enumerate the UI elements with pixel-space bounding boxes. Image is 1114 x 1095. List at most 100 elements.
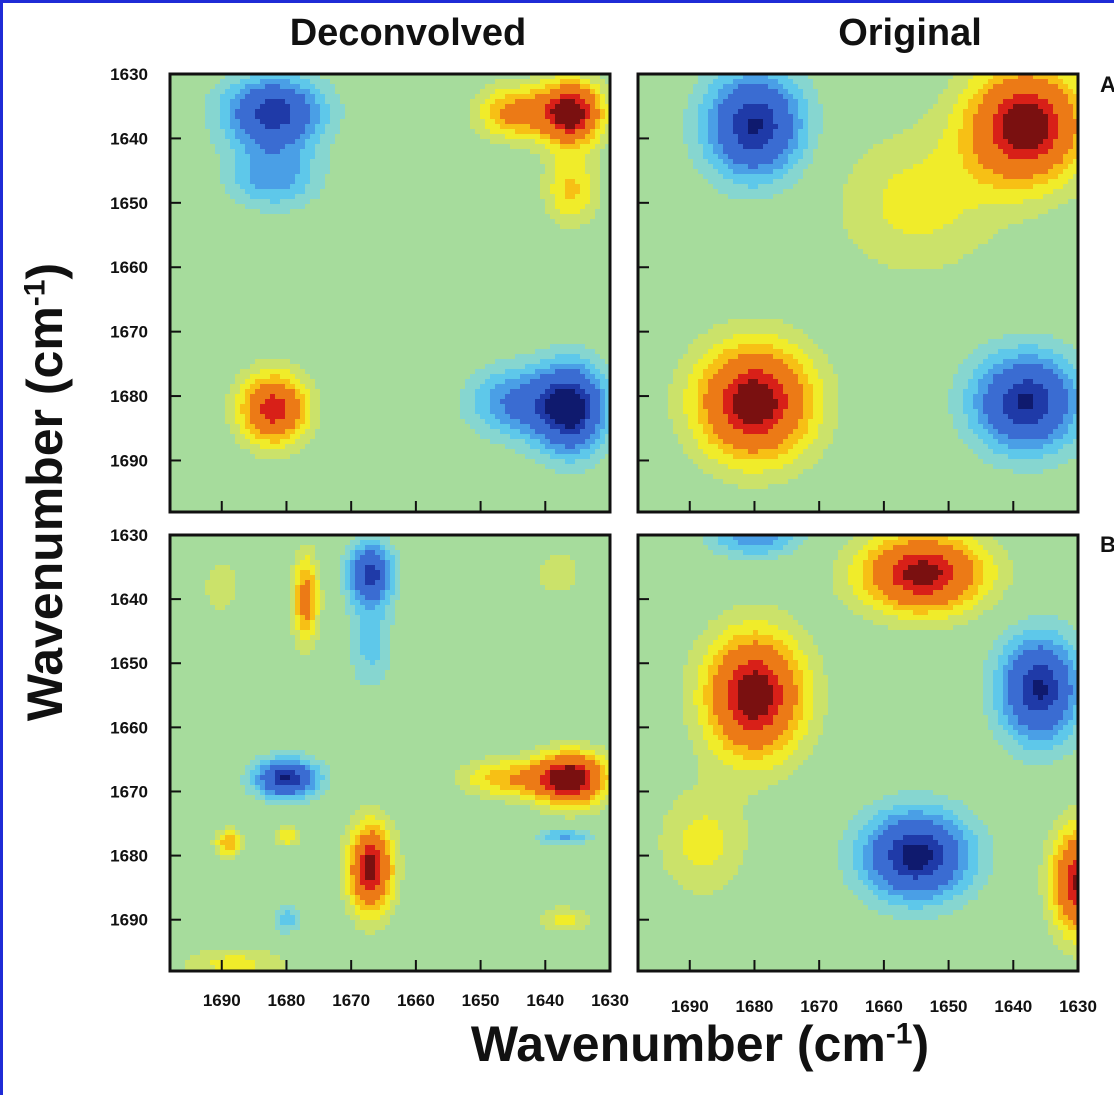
contour-cell xyxy=(385,319,391,325)
contour-cell xyxy=(335,219,341,225)
contour-cell xyxy=(460,194,466,200)
contour-cell xyxy=(465,334,471,340)
contour-cell xyxy=(495,144,501,150)
contour-cell xyxy=(305,244,311,250)
contour-cell xyxy=(210,174,216,180)
contour-cell xyxy=(260,94,266,100)
contour-cell xyxy=(325,244,331,250)
contour-cell xyxy=(460,299,466,305)
contour-cell xyxy=(465,289,471,295)
contour-cell xyxy=(355,304,361,310)
contour-cell xyxy=(375,314,381,320)
contour-cell xyxy=(430,199,436,205)
contour-cell xyxy=(385,259,391,265)
contour-cell xyxy=(510,324,516,330)
contour-cell xyxy=(455,109,461,115)
contour-cell xyxy=(605,154,610,160)
contour-cell xyxy=(450,134,456,140)
contour-cell xyxy=(540,224,546,230)
contour-cell xyxy=(240,269,246,275)
contour-cell xyxy=(225,134,231,140)
contour-cell xyxy=(270,74,276,80)
contour-cell xyxy=(465,344,471,350)
contour-cell xyxy=(300,184,306,190)
contour-cell xyxy=(395,349,401,355)
contour-cell xyxy=(330,299,336,305)
contour-cell xyxy=(305,189,311,195)
contour-cell xyxy=(330,94,336,100)
contour-cell xyxy=(535,324,541,330)
contour-cell xyxy=(205,329,211,335)
contour-cell xyxy=(410,324,416,330)
contour-cell xyxy=(430,74,436,80)
contour-cell xyxy=(310,99,316,105)
contour-cell xyxy=(440,164,446,170)
contour-cell xyxy=(540,314,546,320)
contour-cell xyxy=(560,264,566,270)
contour-cell xyxy=(305,334,311,340)
contour-cell xyxy=(435,74,441,80)
contour-cell xyxy=(250,224,256,230)
contour-cell xyxy=(315,314,321,320)
contour-cell xyxy=(400,274,406,280)
contour-cell xyxy=(415,114,421,120)
contour-cell xyxy=(285,189,291,195)
contour-cell xyxy=(485,264,491,270)
contour-cell xyxy=(205,309,211,315)
contour-cell xyxy=(450,149,456,155)
contour-cell xyxy=(465,269,471,275)
contour-cell xyxy=(510,264,516,270)
contour-cell xyxy=(470,139,476,145)
contour-cell xyxy=(520,219,526,225)
contour-cell xyxy=(495,329,501,335)
contour-cell xyxy=(430,99,436,105)
contour-cell xyxy=(485,184,491,190)
contour-cell xyxy=(190,309,196,315)
contour-cell xyxy=(445,314,451,320)
contour-cell xyxy=(570,119,576,125)
contour-cell xyxy=(460,84,466,90)
contour-cell xyxy=(485,204,491,210)
contour-cell xyxy=(400,114,406,120)
contour-cell xyxy=(365,254,371,260)
contour-cell xyxy=(495,74,501,80)
contour-cell xyxy=(505,309,511,315)
contour-cell xyxy=(535,299,541,305)
contour-cell xyxy=(560,229,566,235)
contour-cell xyxy=(320,279,326,285)
contour-cell xyxy=(480,249,486,255)
contour-cell xyxy=(210,344,216,350)
contour-cell xyxy=(520,214,526,220)
contour-cell xyxy=(340,124,346,130)
contour-cell xyxy=(170,99,176,105)
contour-cell xyxy=(290,214,296,220)
contour-cell xyxy=(590,309,596,315)
contour-cell xyxy=(410,209,416,215)
contour-cell xyxy=(205,219,211,225)
contour-cell xyxy=(270,94,276,100)
contour-cell xyxy=(290,109,296,115)
contour-cell xyxy=(195,269,201,275)
contour-cell xyxy=(175,89,181,95)
contour-cell xyxy=(260,294,266,300)
contour-cell xyxy=(235,254,241,260)
contour-cell xyxy=(210,309,216,315)
contour-cell xyxy=(225,244,231,250)
contour-cell xyxy=(250,179,256,185)
contour-cell xyxy=(415,179,421,185)
contour-cell xyxy=(250,329,256,335)
contour-cell xyxy=(585,289,591,295)
contour-cell xyxy=(420,109,426,115)
contour-cell xyxy=(355,319,361,325)
contour-cell xyxy=(255,239,261,245)
contour-cell xyxy=(370,204,376,210)
contour-cell xyxy=(480,284,486,290)
contour-cell xyxy=(320,114,326,120)
contour-cell xyxy=(410,269,416,275)
contour-cell xyxy=(215,279,221,285)
contour-cell xyxy=(325,179,331,185)
contour-cell xyxy=(225,129,231,135)
contour-cell xyxy=(550,349,556,355)
contour-cell xyxy=(515,119,521,125)
contour-cell xyxy=(255,114,261,120)
